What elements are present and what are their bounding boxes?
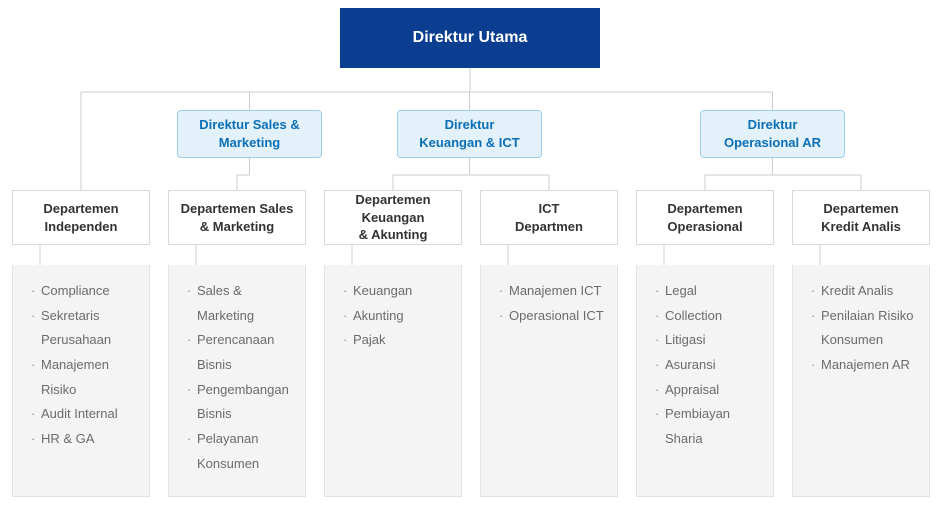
list-item: Appraisal [655, 378, 761, 403]
list-item: Asuransi [655, 353, 761, 378]
node-director-2: DirekturOperasional AR [700, 110, 845, 158]
node-dept-0-label: DepartemenIndependen [43, 200, 118, 235]
node-director-2-label: DirekturOperasional AR [724, 116, 821, 151]
items-list-5: Kredit AnalisPenilaian Risiko KonsumenMa… [811, 279, 917, 378]
node-items-5: Kredit AnalisPenilaian Risiko KonsumenMa… [792, 265, 930, 497]
node-director-1-label: DirekturKeuangan & ICT [419, 116, 519, 151]
items-list-2: KeuanganAkuntingPajak [343, 279, 412, 353]
node-dept-5-label: DepartemenKredit Analis [821, 200, 901, 235]
items-list-0: ComplianceSekretaris PerusahaanManajemen… [31, 279, 137, 452]
node-items-4: LegalCollectionLitigasiAsuransiAppraisal… [636, 265, 774, 497]
list-item: Keuangan [343, 279, 412, 304]
node-dept-3-label: ICTDepartmen [515, 200, 583, 235]
node-items-2: KeuanganAkuntingPajak [324, 265, 462, 497]
list-item: Sales & Marketing [187, 279, 293, 328]
items-list-1: Sales & MarketingPerencanaan BisnisPenge… [187, 279, 293, 477]
list-item: Pajak [343, 328, 412, 353]
items-list-3: Manajemen ICTOperasional ICT [499, 279, 604, 328]
list-item: Legal [655, 279, 761, 304]
list-item: Penilaian Risiko Konsumen [811, 304, 917, 353]
node-director-0: Direktur Sales &Marketing [177, 110, 322, 158]
list-item: Litigasi [655, 328, 761, 353]
list-item: Pelayanan Konsumen [187, 427, 293, 476]
node-dept-2-label: DepartemenKeuangan& Akunting [355, 191, 430, 244]
list-item: Akunting [343, 304, 412, 329]
node-director-0-label: Direktur Sales &Marketing [199, 116, 299, 151]
list-item: Manajemen ICT [499, 279, 604, 304]
list-item: Manajemen AR [811, 353, 917, 378]
list-item: Pembiayan Sharia [655, 402, 761, 451]
node-director-1: DirekturKeuangan & ICT [397, 110, 542, 158]
list-item: Audit Internal [31, 402, 137, 427]
node-dept-4-label: DepartemenOperasional [667, 200, 742, 235]
node-root-label: Direktur Utama [413, 27, 528, 49]
node-dept-3: ICTDepartmen [480, 190, 618, 245]
node-items-1: Sales & MarketingPerencanaan BisnisPenge… [168, 265, 306, 497]
node-dept-5: DepartemenKredit Analis [792, 190, 930, 245]
node-dept-1: Departemen Sales& Marketing [168, 190, 306, 245]
list-item: Kredit Analis [811, 279, 917, 304]
list-item: Pengembangan Bisnis [187, 378, 293, 427]
node-dept-4: DepartemenOperasional [636, 190, 774, 245]
list-item: Sekretaris Perusahaan [31, 304, 137, 353]
list-item: Perencanaan Bisnis [187, 328, 293, 377]
node-dept-0: DepartemenIndependen [12, 190, 150, 245]
list-item: Collection [655, 304, 761, 329]
node-root: Direktur Utama [340, 8, 600, 68]
items-list-4: LegalCollectionLitigasiAsuransiAppraisal… [655, 279, 761, 452]
node-items-3: Manajemen ICTOperasional ICT [480, 265, 618, 497]
list-item: HR & GA [31, 427, 137, 452]
list-item: Operasional ICT [499, 304, 604, 329]
node-dept-1-label: Departemen Sales& Marketing [181, 200, 294, 235]
node-items-0: ComplianceSekretaris PerusahaanManajemen… [12, 265, 150, 497]
list-item: Compliance [31, 279, 137, 304]
node-dept-2: DepartemenKeuangan& Akunting [324, 190, 462, 245]
list-item: Manajemen Risiko [31, 353, 137, 402]
